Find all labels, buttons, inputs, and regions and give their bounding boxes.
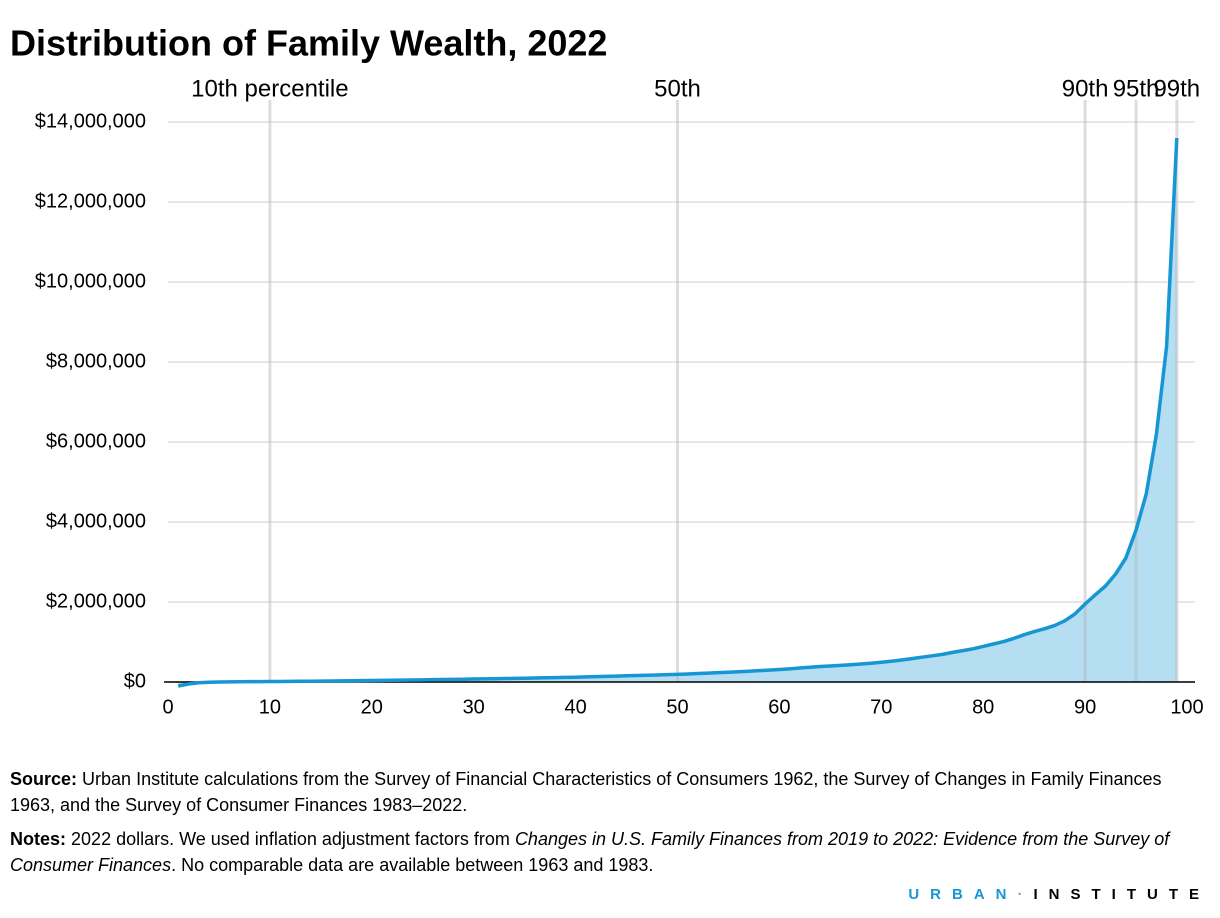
x-tick-label: 90 (1074, 696, 1096, 718)
area-fill (178, 138, 1177, 686)
logo-institute: INSTITUTE (1033, 886, 1210, 903)
x-tick-label: 10 (259, 696, 281, 718)
y-tick-label: $0 (124, 670, 146, 692)
logo-sep: · (1017, 886, 1034, 903)
x-tick-label: 80 (972, 696, 994, 718)
x-tick-label: 70 (870, 696, 892, 718)
x-tick-label: 50 (666, 696, 688, 718)
y-tick-label: $6,000,000 (46, 430, 146, 452)
logo: URBAN·INSTITUTE (908, 886, 1210, 903)
x-tick-label: 30 (463, 696, 485, 718)
source-label: Source: (10, 769, 78, 789)
y-tick-label: $8,000,000 (46, 350, 146, 372)
chart-title: Distribution of Family Wealth, 2022 (10, 23, 607, 64)
annotation-label: 99th (1153, 75, 1200, 102)
source: Source: Urban Institute calculations fro… (10, 766, 1205, 818)
annotation-label: 90th (1062, 75, 1109, 102)
x-tick-label: 20 (361, 696, 383, 718)
y-tick-label: $10,000,000 (35, 270, 146, 292)
notes: Notes: 2022 dollars. We used inflation a… (10, 826, 1205, 878)
y-tick-label: $4,000,000 (46, 510, 146, 532)
notes-text: . No comparable data are available betwe… (171, 855, 654, 875)
notes-text: 2022 dollars. We used inflation adjustme… (71, 829, 510, 849)
y-tick-label: $12,000,000 (35, 190, 146, 212)
annotation-label: 50th (654, 75, 701, 102)
y-tick-label: $2,000,000 (46, 590, 146, 612)
x-tick-label: 40 (564, 696, 586, 718)
y-tick-label: $14,000,000 (35, 110, 146, 132)
notes-label: Notes: (10, 829, 67, 849)
chart: Distribution of Family Wealth, 2022 $0 $2… (10, 23, 1204, 719)
logo-urban: URBAN (908, 886, 1018, 903)
line (177, 137, 1179, 688)
x-tick-label: 0 (162, 696, 173, 718)
x-tick-label: 60 (768, 696, 790, 718)
source-text: Urban Institute calculations from the Su… (10, 769, 1162, 815)
x-tick-label: 100 (1170, 696, 1203, 718)
annotation-label: 10th percentile (191, 75, 348, 102)
annotation-label: 95th (1113, 75, 1160, 102)
notes-italic: Changes in U.S. Family Finances from 201… (10, 829, 1170, 875)
